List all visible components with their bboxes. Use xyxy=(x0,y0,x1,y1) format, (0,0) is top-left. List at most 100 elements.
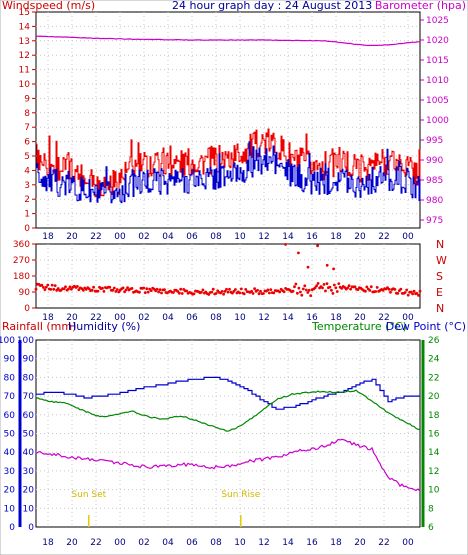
x-tick-label: 04 xyxy=(162,232,174,242)
direction-point xyxy=(301,287,305,291)
rainfall-axis-label: Rainfall (mm) xyxy=(2,320,76,333)
direction-tick-label: 0 xyxy=(24,304,30,314)
x-tick-label: 02 xyxy=(138,538,149,548)
x-tick-label: 14 xyxy=(282,232,294,242)
rainfall-tick-label: 100 xyxy=(0,336,15,346)
direction-point xyxy=(34,287,38,291)
direction-point xyxy=(179,287,183,291)
humidity-axis-label: Humidity (%) xyxy=(68,320,140,333)
humidity-tick-label: 0 xyxy=(28,523,34,533)
direction-point xyxy=(52,287,56,291)
x-tick-label: 18 xyxy=(42,313,54,323)
x-tick-label: 20 xyxy=(354,313,366,323)
direction-point xyxy=(272,291,276,295)
rainfall-tick-label: 20 xyxy=(4,486,16,496)
direction-point xyxy=(138,290,141,294)
barometer-tick-label: 1020 xyxy=(426,36,449,46)
direction-point xyxy=(44,285,48,289)
direction-point xyxy=(346,286,349,290)
rainfall-tick-label: 10 xyxy=(4,504,16,514)
x-tick-label: 18 xyxy=(330,232,342,242)
rainfall-tick-label: 80 xyxy=(4,373,16,383)
direction-point xyxy=(130,287,134,290)
direction-point xyxy=(142,286,146,290)
direction-point xyxy=(324,289,327,293)
direction-point xyxy=(201,288,205,292)
direction-point xyxy=(396,292,400,295)
humidity-tick-label: 60 xyxy=(23,411,35,421)
direction-point xyxy=(90,288,94,292)
temperature-axis-label: Temperature (°C) xyxy=(311,320,407,333)
direction-point xyxy=(124,288,128,292)
direction-point xyxy=(192,292,196,296)
direction-point xyxy=(158,288,162,292)
x-tick-label: 22 xyxy=(378,232,389,242)
windspeed-tick-label: 3 xyxy=(24,181,30,191)
direction-point xyxy=(297,251,300,255)
barometer-tick-label: 1000 xyxy=(426,116,449,126)
barometer-tick-label: 1005 xyxy=(426,96,449,106)
direction-point xyxy=(112,286,116,290)
x-tick-label: 20 xyxy=(66,538,78,548)
temperature-tick-label: 6 xyxy=(428,523,434,533)
rainfall-tick-label: 50 xyxy=(4,430,16,440)
direction-point xyxy=(53,284,57,287)
barometer-tick-label: 985 xyxy=(426,176,443,186)
direction-point xyxy=(335,290,339,293)
barometer-tick-label: 995 xyxy=(426,136,443,146)
x-tick-label: 08 xyxy=(210,313,222,323)
x-tick-label: 20 xyxy=(66,313,78,323)
direction-point xyxy=(49,288,53,291)
direction-point xyxy=(412,289,416,293)
direction-point xyxy=(325,263,329,267)
windspeed-tick-label: 6 xyxy=(24,138,30,148)
direction-point xyxy=(143,291,147,294)
temperature-grid xyxy=(36,340,420,527)
direction-point xyxy=(76,285,79,288)
direction-tick-label: 360 xyxy=(13,240,30,250)
direction-point xyxy=(207,293,211,296)
compass-label: E xyxy=(436,286,443,299)
direction-point xyxy=(296,291,299,295)
direction-point xyxy=(42,286,45,289)
compass-label: N xyxy=(436,302,444,315)
humidity-tick-label: 10 xyxy=(23,504,35,514)
x-tick-label: 20 xyxy=(66,232,78,242)
direction-point xyxy=(146,290,150,294)
x-tick-label: 00 xyxy=(402,538,414,548)
x-tick-label: 08 xyxy=(210,232,222,242)
direction-point xyxy=(321,286,324,290)
temperature-tick-label: 12 xyxy=(428,467,439,477)
direction-point xyxy=(405,288,409,292)
direction-point xyxy=(64,285,67,289)
direction-point xyxy=(268,291,271,295)
direction-point xyxy=(415,292,419,295)
direction-point xyxy=(210,290,214,294)
direction-point xyxy=(293,285,296,289)
x-tick-label: 20 xyxy=(354,232,366,242)
direction-point xyxy=(269,288,273,291)
direction-point xyxy=(365,285,369,289)
x-tick-label: 12 xyxy=(258,538,269,548)
direction-point xyxy=(284,243,287,246)
direction-point xyxy=(331,292,335,295)
barometer-axis-label: Barometer (hpa) xyxy=(375,0,466,12)
temperature-tick-label: 18 xyxy=(428,411,440,421)
barometer-tick-label: 980 xyxy=(426,196,443,206)
humidity-tick-label: 80 xyxy=(23,373,35,383)
direction-point xyxy=(96,289,100,293)
x-tick-label: 16 xyxy=(306,313,318,323)
direction-point xyxy=(369,285,373,289)
direction-point xyxy=(46,283,50,287)
barometer-tick-label: 1010 xyxy=(426,76,449,86)
x-tick-label: 04 xyxy=(162,538,174,548)
direction-point xyxy=(253,287,256,291)
x-tick-label: 00 xyxy=(402,232,414,242)
direction-point xyxy=(364,289,367,293)
x-tick-label: 08 xyxy=(210,538,222,548)
direction-tick-label: 180 xyxy=(13,272,30,282)
direction-point xyxy=(145,287,149,291)
direction-point xyxy=(315,284,318,288)
